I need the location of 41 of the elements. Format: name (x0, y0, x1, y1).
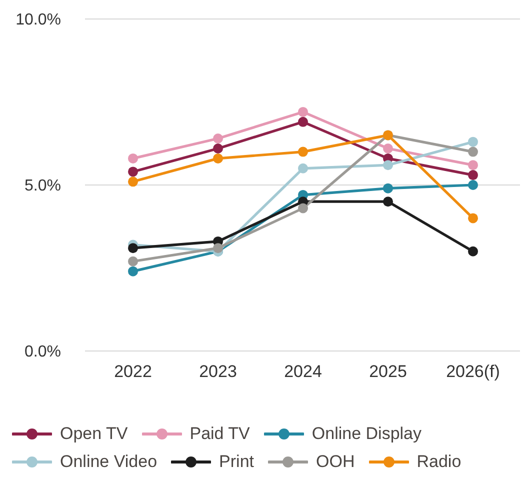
legend-label: Paid TV (190, 424, 250, 444)
legend-label: Print (219, 452, 254, 472)
point (298, 203, 308, 214)
point (468, 160, 478, 170)
point (213, 153, 223, 164)
legend-label: Online Display (312, 424, 422, 444)
point (468, 136, 478, 147)
point (298, 116, 308, 127)
point (383, 183, 393, 194)
point (128, 256, 138, 266)
point (213, 243, 223, 254)
point (298, 146, 308, 157)
point (383, 196, 393, 207)
point (468, 246, 478, 256)
y-tick-label: 10.0% (16, 12, 61, 29)
legend-label: Online Video (60, 452, 158, 472)
point (298, 163, 308, 174)
point (468, 170, 478, 180)
point (128, 176, 138, 187)
point (213, 143, 223, 154)
point (298, 106, 308, 117)
y-tick-label: 5.0% (24, 178, 61, 195)
legend-label: OOH (316, 452, 355, 472)
x-tick-label: 2023 (199, 362, 237, 382)
point (128, 166, 138, 177)
x-tick-label: 2026(f) (446, 362, 500, 382)
point (468, 180, 478, 190)
point (128, 153, 138, 164)
x-tick-label: 2024 (284, 362, 322, 382)
point (128, 266, 138, 276)
point (128, 243, 138, 254)
x-tick-label: 2022 (114, 362, 152, 382)
point (383, 143, 393, 154)
point (213, 134, 223, 144)
y-tick-label: 0.0% (24, 344, 61, 361)
point (468, 146, 478, 157)
point (468, 213, 478, 224)
legend-label: Open TV (60, 424, 128, 444)
x-tick-label: 2025 (369, 362, 407, 382)
point (383, 160, 393, 170)
legend-label: Radio (416, 452, 462, 472)
